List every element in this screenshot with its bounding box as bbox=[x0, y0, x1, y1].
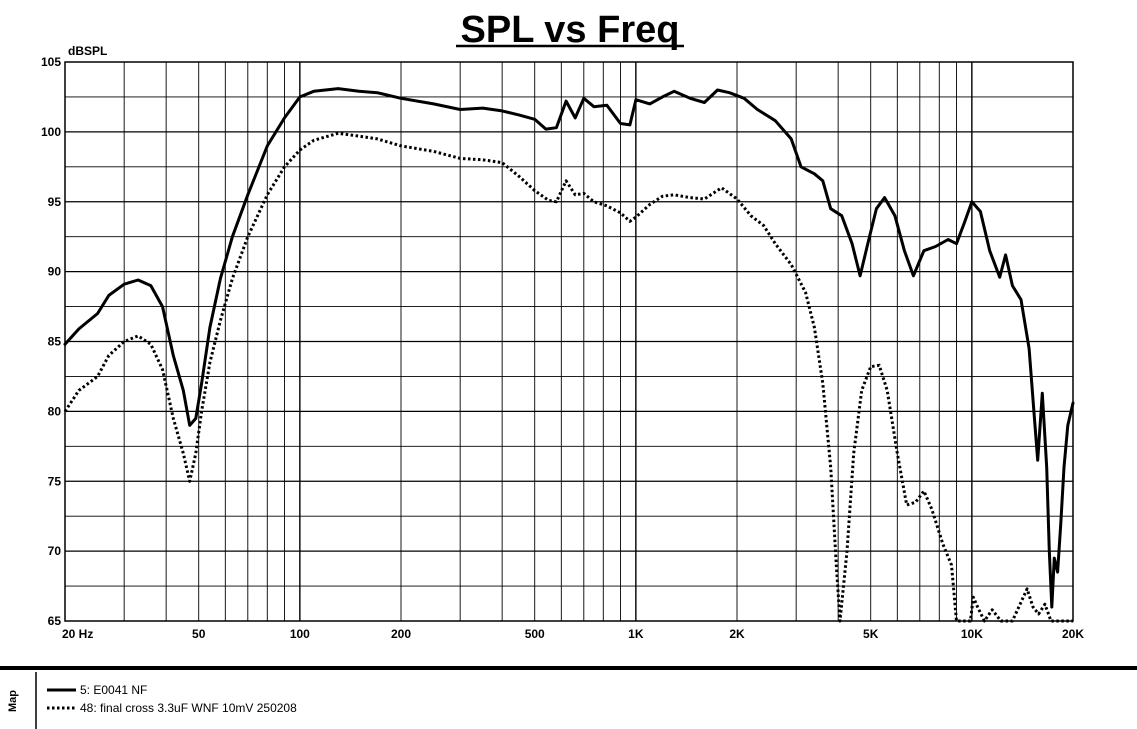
y-tick-label: 65 bbox=[48, 614, 62, 628]
series-line-solid bbox=[63, 87, 1075, 609]
y-axis-label: dBSPL bbox=[68, 44, 107, 58]
y-tick-label: 85 bbox=[48, 335, 62, 349]
y-tick-label: 95 bbox=[48, 195, 62, 209]
x-tick-label: 20 Hz bbox=[62, 627, 93, 641]
legend-item-label: 48: final cross 3.3uF WNF 10mV 250208 bbox=[80, 701, 297, 715]
series-line-dotted bbox=[63, 131, 1073, 623]
chart-title: SPL vs Freq bbox=[461, 9, 680, 51]
y-tick-label: 70 bbox=[48, 544, 62, 558]
y-tick-label: 80 bbox=[48, 404, 62, 418]
x-tick-label: 50 bbox=[192, 627, 206, 641]
y-tick-label: 105 bbox=[41, 55, 61, 69]
y-tick-label: 100 bbox=[41, 125, 61, 139]
x-tick-label: 1K bbox=[628, 627, 644, 641]
x-tick-label: 20K bbox=[1062, 627, 1084, 641]
x-tick-labels: 20 Hz 50 100 200 500 1K 2K 5K 10K 20K bbox=[62, 627, 1084, 641]
map-label: Map bbox=[7, 690, 19, 712]
legend-item-label: 5: E0041 NF bbox=[80, 683, 147, 697]
x-tick-label: 2K bbox=[729, 627, 745, 641]
plot-frame bbox=[64, 61, 1074, 622]
y-tick-labels: 105 100 95 90 85 80 75 70 65 bbox=[41, 55, 61, 628]
x-tick-label: 100 bbox=[290, 627, 310, 641]
major-grid bbox=[65, 62, 1073, 621]
y-tick-label: 75 bbox=[48, 474, 62, 488]
y-tick-label: 90 bbox=[48, 265, 62, 279]
series-group bbox=[63, 87, 1075, 623]
x-tick-label: 500 bbox=[525, 627, 545, 641]
x-tick-label: 10K bbox=[961, 627, 983, 641]
x-tick-label: 5K bbox=[863, 627, 879, 641]
x-tick-label: 200 bbox=[391, 627, 411, 641]
